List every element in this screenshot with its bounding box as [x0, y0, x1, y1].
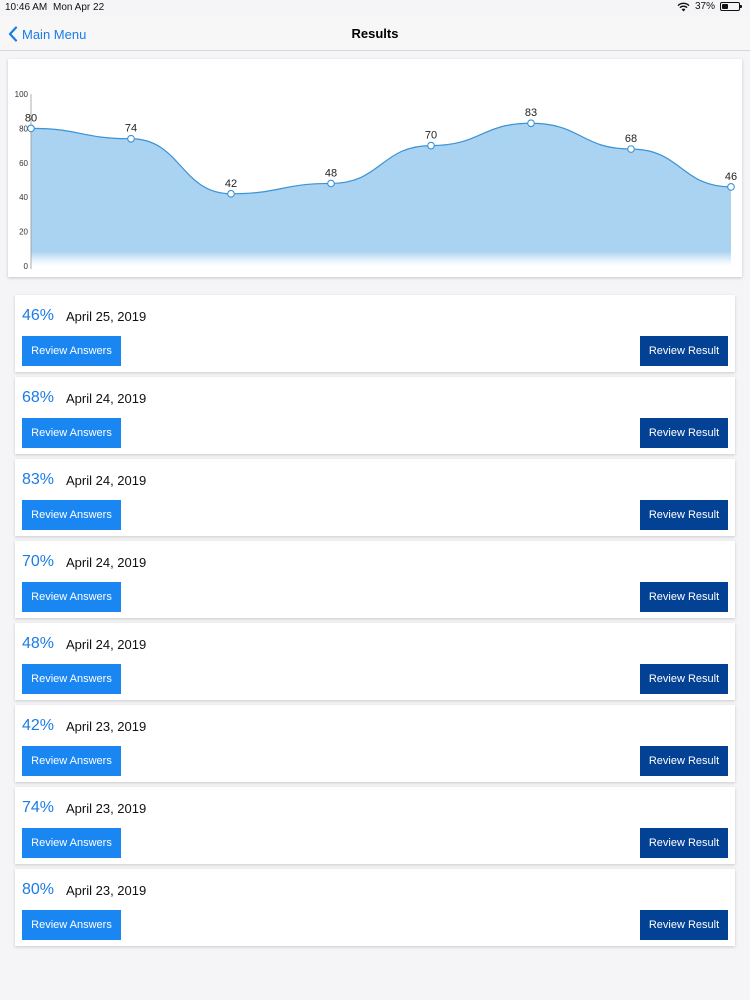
chart-data-label: 46: [725, 171, 737, 183]
status-time: 10:46 AM: [5, 2, 48, 13]
result-score: 42%: [22, 717, 55, 734]
review-result-button[interactable]: Review Result: [640, 910, 728, 940]
status-date: Mon Apr 22: [53, 2, 105, 13]
chart-data-point: [427, 141, 435, 150]
back-label[interactable]: Main Menu: [22, 26, 87, 42]
result-date: April 24, 2019: [66, 637, 147, 652]
review-answers-button[interactable]: Review Answers: [22, 500, 121, 530]
chart-y-tick-label: 20: [19, 228, 28, 237]
back-button[interactable]: Main Menu: [8, 24, 86, 44]
review-answers-button[interactable]: Review Answers: [22, 582, 121, 612]
nav-bar: Main Menu Results: [0, 16, 750, 51]
result-score: 74%: [22, 799, 55, 816]
chart-data-point: [327, 179, 335, 188]
result-date: April 24, 2019: [66, 555, 147, 570]
result-date: April 25, 2019: [66, 309, 147, 324]
battery-icon: [720, 2, 742, 11]
battery-percent: 37%: [694, 1, 715, 12]
review-result-button[interactable]: Review Result: [640, 418, 728, 448]
review-answers-button[interactable]: Review Answers: [22, 910, 121, 940]
result-date: April 24, 2019: [66, 391, 147, 406]
review-answers-button[interactable]: Review Answers: [22, 336, 121, 366]
result-card: 83% April 24, 2019 Review Answers Review Re…: [15, 459, 735, 536]
result-score: 80%: [22, 881, 55, 898]
review-answers-button[interactable]: Review Answers: [22, 746, 121, 776]
battery-fill: [722, 4, 728, 9]
chart-data-point: [727, 183, 735, 191]
chevron-left-icon: [8, 26, 18, 42]
result-score: 46%: [22, 307, 55, 324]
result-date: April 23, 2019: [66, 883, 147, 898]
status-indicators: 37%: [677, 1, 742, 12]
result-card: 48% April 24, 2019 Review Answers Review Re…: [15, 623, 735, 700]
chart-y-tick-label: 60: [19, 159, 28, 168]
chart-area-fill: [31, 123, 731, 267]
chart-data-label: 48: [325, 167, 337, 179]
chart-data-label: 80: [25, 112, 37, 124]
page-title: Results: [351, 26, 399, 41]
status-bar: 10:46 AM Mon Apr 22 37%: [0, 0, 750, 16]
review-result-button[interactable]: Review Result: [640, 828, 728, 858]
result-date: April 23, 2019: [66, 801, 147, 816]
review-result-button[interactable]: Review Result: [640, 664, 728, 694]
chart-data-label: 68: [625, 133, 637, 145]
result-score: 68%: [22, 389, 55, 406]
chart-y-tick-label: 40: [19, 193, 28, 202]
review-answers-button[interactable]: Review Answers: [22, 664, 121, 694]
chart-data-point: [27, 124, 35, 133]
result-card: 74% April 23, 2019 Review Answers Review Re…: [15, 787, 735, 864]
result-card: 80% April 23, 2019 Review Answers Review Re…: [15, 869, 735, 946]
chart-y-tick-label: 0: [24, 262, 29, 271]
chart-data-label: 42: [225, 178, 237, 190]
chart-y-tick-label: 100: [15, 90, 29, 99]
review-answers-button[interactable]: Review Answers: [22, 828, 121, 858]
review-result-button[interactable]: Review Result: [640, 500, 728, 530]
battery-tip: [740, 5, 742, 8]
result-score: 70%: [22, 553, 55, 570]
chart-y-tick-label: 80: [19, 124, 28, 133]
chart-data-point: [127, 134, 135, 143]
result-score: 48%: [22, 635, 55, 652]
chart-data-point: [627, 145, 635, 153]
chart-data-label: 70: [425, 130, 437, 142]
result-date: April 24, 2019: [66, 473, 147, 488]
chart-data-point: [527, 119, 535, 128]
score-chart: 0 20 40 60 80 100 80 74 42 48 70 83 68 46: [15, 90, 737, 271]
review-answers-button[interactable]: Review Answers: [22, 418, 121, 448]
result-card: 70% April 24, 2019 Review Answers Review Re…: [15, 541, 735, 618]
chart-data-label: 83: [525, 107, 537, 119]
result-card: 42% April 23, 2019 Review Answers Review Re…: [15, 705, 735, 782]
review-result-button[interactable]: Review Result: [640, 746, 728, 776]
review-result-button[interactable]: Review Result: [640, 336, 728, 366]
result-score: 83%: [22, 471, 55, 488]
chart-series-line: [30, 122, 732, 195]
review-result-button[interactable]: Review Result: [640, 582, 728, 612]
chart-data-point: [227, 189, 235, 198]
score-chart-card: 0 20 40 60 80 100 80 74 42 48 70 83 68 46: [8, 59, 742, 277]
result-card: 68% April 24, 2019 Review Answers Review Re…: [15, 377, 735, 454]
wifi-icon: [677, 2, 690, 12]
result-date: April 23, 2019: [66, 719, 147, 734]
result-card: 46% April 25, 2019 Review Answers Review Re…: [15, 295, 735, 372]
chart-data-label: 74: [125, 123, 137, 135]
